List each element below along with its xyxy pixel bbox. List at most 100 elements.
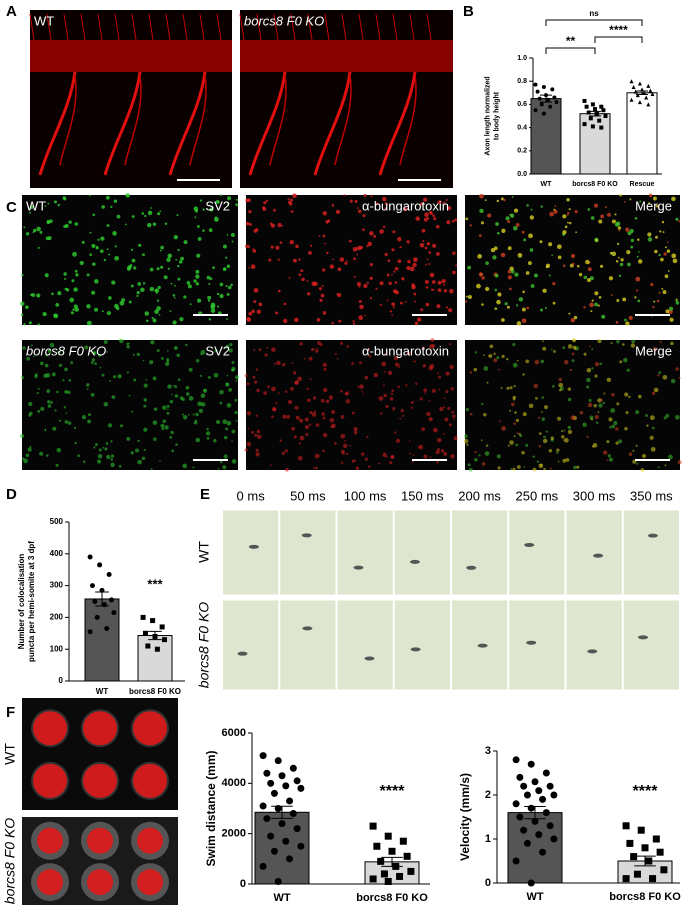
larva [248, 544, 259, 549]
punctum [572, 262, 575, 266]
punctum [357, 209, 362, 214]
data-point [289, 810, 297, 818]
punctum [538, 463, 544, 469]
punctum [542, 288, 547, 293]
trajectory [33, 763, 67, 798]
video-frame [622, 509, 680, 596]
punctum [234, 398, 238, 402]
punctum [62, 379, 65, 382]
punctum [283, 302, 287, 306]
punctum [119, 300, 125, 306]
punctum [571, 352, 575, 356]
punctum [136, 291, 140, 295]
punctum [304, 425, 310, 430]
punctum [619, 262, 624, 267]
data-point [652, 835, 660, 843]
punctum [231, 459, 237, 464]
punctum [246, 442, 252, 447]
punctum [534, 359, 540, 365]
punctum [528, 261, 532, 266]
punctum [382, 225, 386, 228]
punctum [369, 263, 373, 267]
data-point [297, 842, 305, 850]
punctum [110, 440, 113, 443]
punctum [538, 444, 542, 448]
punctum [443, 397, 446, 400]
data-point [584, 104, 589, 109]
punctum [307, 398, 311, 403]
punctum [590, 310, 593, 313]
punctum [662, 374, 668, 380]
punctum [627, 262, 631, 267]
punctum [192, 413, 195, 416]
punctum [40, 406, 45, 411]
punctum [362, 228, 365, 231]
punctum [33, 355, 35, 358]
punctum [304, 417, 309, 422]
punctum [429, 344, 434, 349]
punctum [225, 382, 230, 387]
punctum [635, 410, 640, 415]
punctum [452, 270, 456, 275]
data-point [392, 862, 400, 870]
punctum [222, 267, 227, 272]
y-tick-label: 200 [50, 613, 64, 622]
punctum [429, 272, 435, 278]
punctum [57, 291, 62, 296]
punctum [436, 304, 441, 309]
punctum [412, 262, 417, 268]
punctum [174, 394, 179, 398]
punctum [206, 275, 211, 280]
punctum [449, 288, 454, 294]
punctum [509, 386, 513, 390]
punctum [322, 449, 325, 453]
punctum [157, 285, 161, 290]
punctum [661, 220, 665, 224]
punctum [464, 434, 468, 438]
video-frame [336, 509, 394, 596]
punctum [397, 237, 402, 242]
punctum [74, 269, 78, 273]
punctum [197, 225, 200, 228]
punctum [219, 401, 223, 405]
punctum [582, 422, 587, 427]
data-point [595, 111, 600, 116]
punctum [345, 399, 350, 404]
punctum [499, 420, 501, 423]
punctum [413, 360, 416, 363]
punctum [101, 373, 105, 377]
punctum [298, 258, 301, 261]
data-point [87, 554, 93, 560]
y-tick-label: 100 [50, 644, 64, 653]
y-axis-label: Swim distance (mm) [204, 750, 218, 866]
punctum [597, 304, 600, 307]
punctum [291, 362, 294, 365]
punctum [414, 321, 419, 326]
punctum [529, 215, 534, 220]
punctum [352, 320, 355, 323]
punctum [573, 315, 578, 320]
punctum [75, 273, 79, 277]
punctum [588, 398, 592, 402]
punctum [160, 245, 164, 250]
data-point [542, 769, 550, 777]
data-point [270, 847, 278, 855]
punctum [277, 258, 280, 261]
punctum [498, 368, 500, 371]
punctum [586, 367, 592, 373]
punctum [638, 259, 643, 264]
punctum [618, 439, 623, 444]
panel-letter: D [6, 486, 17, 503]
punctum [635, 276, 641, 282]
punctum [305, 433, 309, 437]
punctum [538, 432, 542, 435]
punctum [101, 205, 106, 209]
punctum [223, 435, 228, 440]
punctum [354, 459, 357, 462]
punctum [166, 404, 170, 408]
video-frame [279, 509, 337, 596]
punctum [645, 413, 648, 417]
punctum [175, 443, 178, 446]
punctum [616, 402, 620, 406]
punctum [136, 352, 140, 357]
